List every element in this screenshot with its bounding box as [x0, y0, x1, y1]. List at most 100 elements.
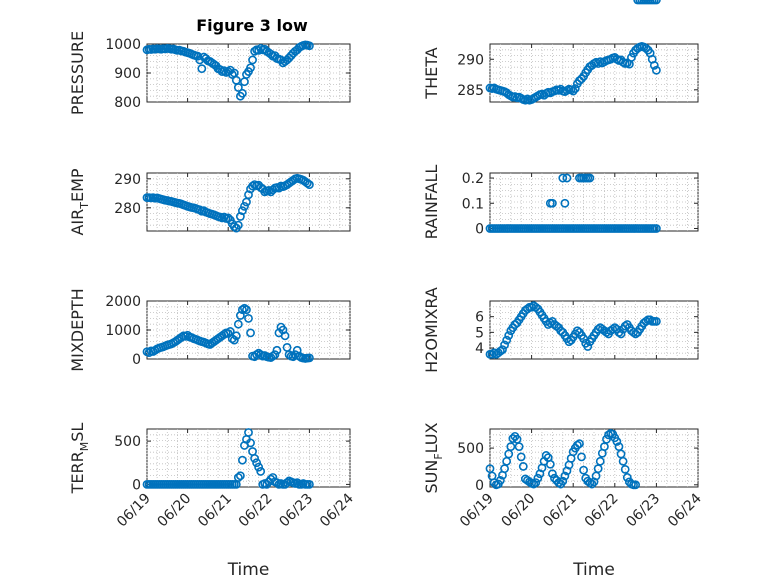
y-label-main: TERR	[68, 451, 87, 494]
data-point	[560, 198, 570, 208]
subplot-air-temp: 280 290 AIRTEMP	[68, 168, 351, 236]
data-point	[282, 478, 292, 488]
x-tick-label: 06/24	[317, 490, 357, 530]
data-point	[238, 305, 247, 315]
y-tick-label: 1000	[105, 37, 141, 53]
data-point	[266, 49, 276, 59]
data-point	[627, 53, 636, 62]
x-tick-label: 06/20	[499, 491, 539, 531]
data-point	[256, 467, 266, 476]
y-tick-label: 900	[114, 66, 141, 82]
y-axis-label: MIXDEPTH	[68, 288, 87, 371]
data-point	[577, 74, 586, 84]
data-point	[242, 305, 251, 315]
data-point	[304, 480, 314, 489]
data-point	[558, 173, 568, 183]
data-point	[233, 83, 243, 92]
y-tick-label: 285	[457, 83, 484, 99]
data-point	[254, 462, 264, 472]
data-point	[514, 442, 524, 452]
data-point	[244, 313, 253, 323]
data-point	[219, 66, 229, 76]
data-point	[652, 316, 661, 326]
subplot-pressure: 800 900 1000 PRESSURE	[68, 31, 351, 115]
data-point	[558, 476, 568, 486]
data-point	[579, 465, 588, 475]
x-tick-label: 06/21	[540, 491, 580, 531]
data-point	[562, 173, 572, 183]
x-tick-label: 06/23	[276, 491, 316, 531]
data-point	[620, 321, 630, 331]
data-point	[240, 201, 249, 211]
data-point	[304, 41, 314, 51]
data-point	[238, 455, 247, 465]
data-point	[292, 478, 302, 488]
y-axis-label: THETA	[422, 47, 441, 99]
data-point	[506, 442, 516, 452]
data-point	[272, 345, 282, 355]
y-axis-label: TERRMSL	[68, 423, 91, 495]
y-axis-label: SUNFLUX	[422, 422, 445, 493]
data-point	[652, 224, 661, 233]
data-point	[229, 335, 239, 345]
y-label-subscript: T	[78, 202, 91, 210]
subplot-mixdepth: 0 1000 2000 MIXDEPTH	[68, 288, 351, 372]
data-point	[583, 342, 593, 351]
y-label-rest: SL	[68, 423, 87, 442]
y-tick-label: 0	[132, 477, 141, 493]
data-point	[508, 434, 518, 443]
data-point	[577, 452, 586, 462]
data-point	[595, 456, 605, 466]
data-point	[240, 303, 249, 313]
y-tick-label: 5	[475, 325, 484, 341]
y-tick-label: 500	[114, 434, 141, 450]
data-point	[652, 65, 661, 75]
x-tick-label: 06/19	[114, 491, 154, 531]
y-label-rest: LUX	[422, 422, 441, 453]
data-point	[231, 331, 241, 341]
x-tick-label: 06/22	[236, 491, 276, 531]
data-point	[229, 222, 239, 232]
data-point	[541, 451, 551, 460]
y-tick-label: 280	[114, 201, 141, 217]
data-point	[612, 437, 622, 446]
data-point	[246, 328, 255, 338]
y-tick-label: 290	[457, 52, 484, 68]
data-point	[270, 350, 280, 360]
y-tick-label: 6	[475, 310, 484, 326]
axes-box	[489, 172, 699, 232]
subplot-terr-msl: 0 500 06/19 06/20 06/21 06/22 06/23 06/24 Time TE…	[68, 423, 357, 580]
data-point	[616, 329, 626, 339]
x-axis-label: Time	[572, 560, 615, 580]
y-tick-label: 0.2	[462, 171, 484, 187]
data-point	[250, 454, 259, 463]
y-tick-label: 0	[132, 352, 141, 368]
subplot-rainfall: 0 0.1 0.2 RAINFALL	[422, 165, 699, 239]
data-point	[631, 480, 640, 490]
data-point	[498, 345, 507, 354]
data-point	[248, 55, 257, 65]
data-point	[246, 438, 255, 448]
data-point	[304, 180, 314, 189]
data-point	[587, 479, 597, 489]
data-point	[238, 206, 247, 216]
x-tick-label: 06/21	[195, 491, 235, 531]
y-label-subscript: M	[78, 442, 91, 452]
y-tick-label: 0	[475, 221, 484, 237]
data-point	[548, 198, 557, 208]
y-tick-label: 1000	[105, 323, 141, 339]
y-tick-label: 0	[475, 478, 484, 494]
y-axis-label: PRESSURE	[68, 31, 87, 115]
subplot-theta: 285 290 THETA	[422, 42, 699, 105]
data-point	[223, 213, 233, 223]
x-tick-label: 06/24	[665, 490, 705, 530]
subplot-h2omixra: 456 H2OMIXRA	[422, 287, 699, 373]
data-point	[618, 456, 628, 466]
data-point	[585, 173, 595, 183]
data-point	[504, 331, 514, 340]
y-tick-label: 290	[114, 172, 141, 188]
data-point	[280, 331, 290, 341]
data-point	[568, 86, 578, 96]
y-tick-label: 0.1	[462, 196, 484, 212]
